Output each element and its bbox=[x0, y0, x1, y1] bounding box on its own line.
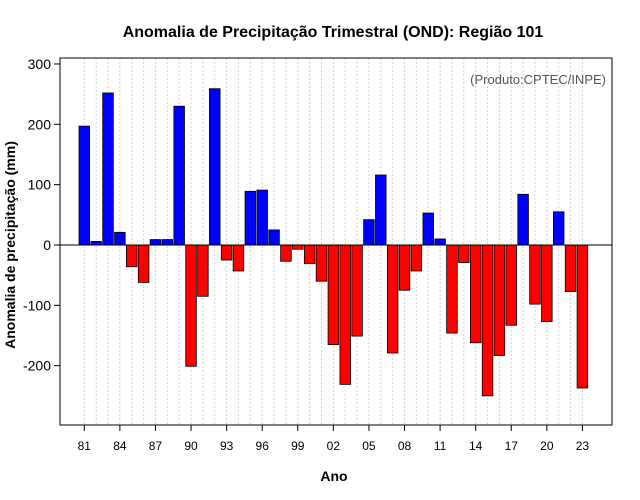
bar-2005 bbox=[363, 219, 375, 246]
bar-2017 bbox=[505, 244, 517, 326]
x-tick-label: 08 bbox=[398, 439, 412, 453]
bar-1988 bbox=[161, 239, 174, 246]
bar-2018 bbox=[517, 193, 529, 246]
bar-1987 bbox=[149, 239, 162, 246]
bar-1982 bbox=[90, 240, 102, 246]
bar-1997 bbox=[268, 229, 280, 246]
x-tick-label: 93 bbox=[220, 439, 234, 453]
y-tick-label: 200 bbox=[28, 116, 52, 132]
bars bbox=[78, 88, 589, 397]
bar-2002 bbox=[327, 244, 340, 345]
bar-2012 bbox=[446, 244, 458, 334]
bar-1990 bbox=[185, 244, 197, 367]
y-tick-label: 100 bbox=[28, 177, 52, 193]
bar-2013 bbox=[458, 244, 470, 263]
bar-1992 bbox=[209, 88, 221, 246]
bar-1985 bbox=[126, 244, 138, 268]
y-axis: -200 -100 0 100 200 300 bbox=[23, 56, 60, 374]
x-tick-label: 11 bbox=[434, 439, 447, 453]
bar-1995 bbox=[244, 190, 257, 246]
bar-1984 bbox=[114, 231, 126, 246]
x-tick-label: 90 bbox=[184, 439, 198, 453]
bar-2000 bbox=[303, 244, 316, 265]
bar-1999 bbox=[292, 244, 304, 250]
bar-1989 bbox=[173, 105, 185, 246]
bar-2006 bbox=[375, 174, 387, 246]
bar-2001 bbox=[315, 244, 328, 282]
plot-area bbox=[59, 57, 613, 426]
x-tick-label: 99 bbox=[291, 439, 305, 453]
bar-1991 bbox=[197, 244, 209, 297]
bar-2007 bbox=[386, 244, 399, 354]
bar-1986 bbox=[137, 244, 150, 283]
y-tick-label: 0 bbox=[43, 237, 51, 253]
bar-2022 bbox=[564, 244, 577, 292]
bar-2014 bbox=[469, 244, 482, 344]
bar-2016 bbox=[493, 244, 506, 356]
x-axis: 81 84 87 90 93 96 99 02 05 08 11 14 17 20 23 bbox=[78, 425, 590, 453]
y-tick-label: -100 bbox=[23, 297, 51, 313]
x-tick-label: 87 bbox=[149, 439, 163, 453]
bar-2008 bbox=[398, 244, 411, 291]
x-tick-label: 05 bbox=[362, 439, 376, 453]
bar-2015 bbox=[481, 244, 494, 397]
bar-1996 bbox=[256, 189, 268, 246]
y-tick-label: -200 bbox=[23, 358, 51, 374]
bar-2021 bbox=[553, 211, 565, 246]
bar-2009 bbox=[410, 244, 423, 272]
x-axis-label: Ano bbox=[320, 468, 347, 484]
bar-2020 bbox=[541, 244, 553, 323]
bar-2003 bbox=[339, 244, 351, 385]
x-tick-label: 14 bbox=[469, 439, 483, 453]
x-tick-label: 84 bbox=[113, 439, 127, 453]
bar-2004 bbox=[351, 244, 363, 337]
x-tick-label: 81 bbox=[78, 439, 92, 453]
bar-1983 bbox=[102, 92, 114, 246]
chart-title: Anomalia de Precipitação Trimestral (OND… bbox=[123, 24, 544, 41]
x-tick-label: 20 bbox=[540, 439, 554, 453]
bar-2023 bbox=[576, 244, 589, 389]
bar-2019 bbox=[529, 244, 541, 305]
x-tick-label: 02 bbox=[327, 439, 341, 453]
bar-1998 bbox=[280, 244, 292, 262]
bar-1994 bbox=[232, 244, 245, 272]
y-axis-label: Anomalia de precipitação (mm) bbox=[2, 141, 18, 349]
source-annotation: (Produto:CPTEC/INPE) bbox=[470, 72, 606, 87]
bar-1993 bbox=[220, 244, 233, 261]
grid bbox=[83, 58, 583, 425]
x-tick-label: 23 bbox=[576, 439, 590, 453]
x-tick-label: 96 bbox=[256, 439, 270, 453]
y-tick-label: 300 bbox=[28, 56, 52, 72]
bar-2011 bbox=[434, 238, 446, 246]
bar-2010 bbox=[422, 212, 434, 246]
bar-1981 bbox=[78, 125, 91, 246]
x-tick-label: 17 bbox=[505, 439, 519, 453]
